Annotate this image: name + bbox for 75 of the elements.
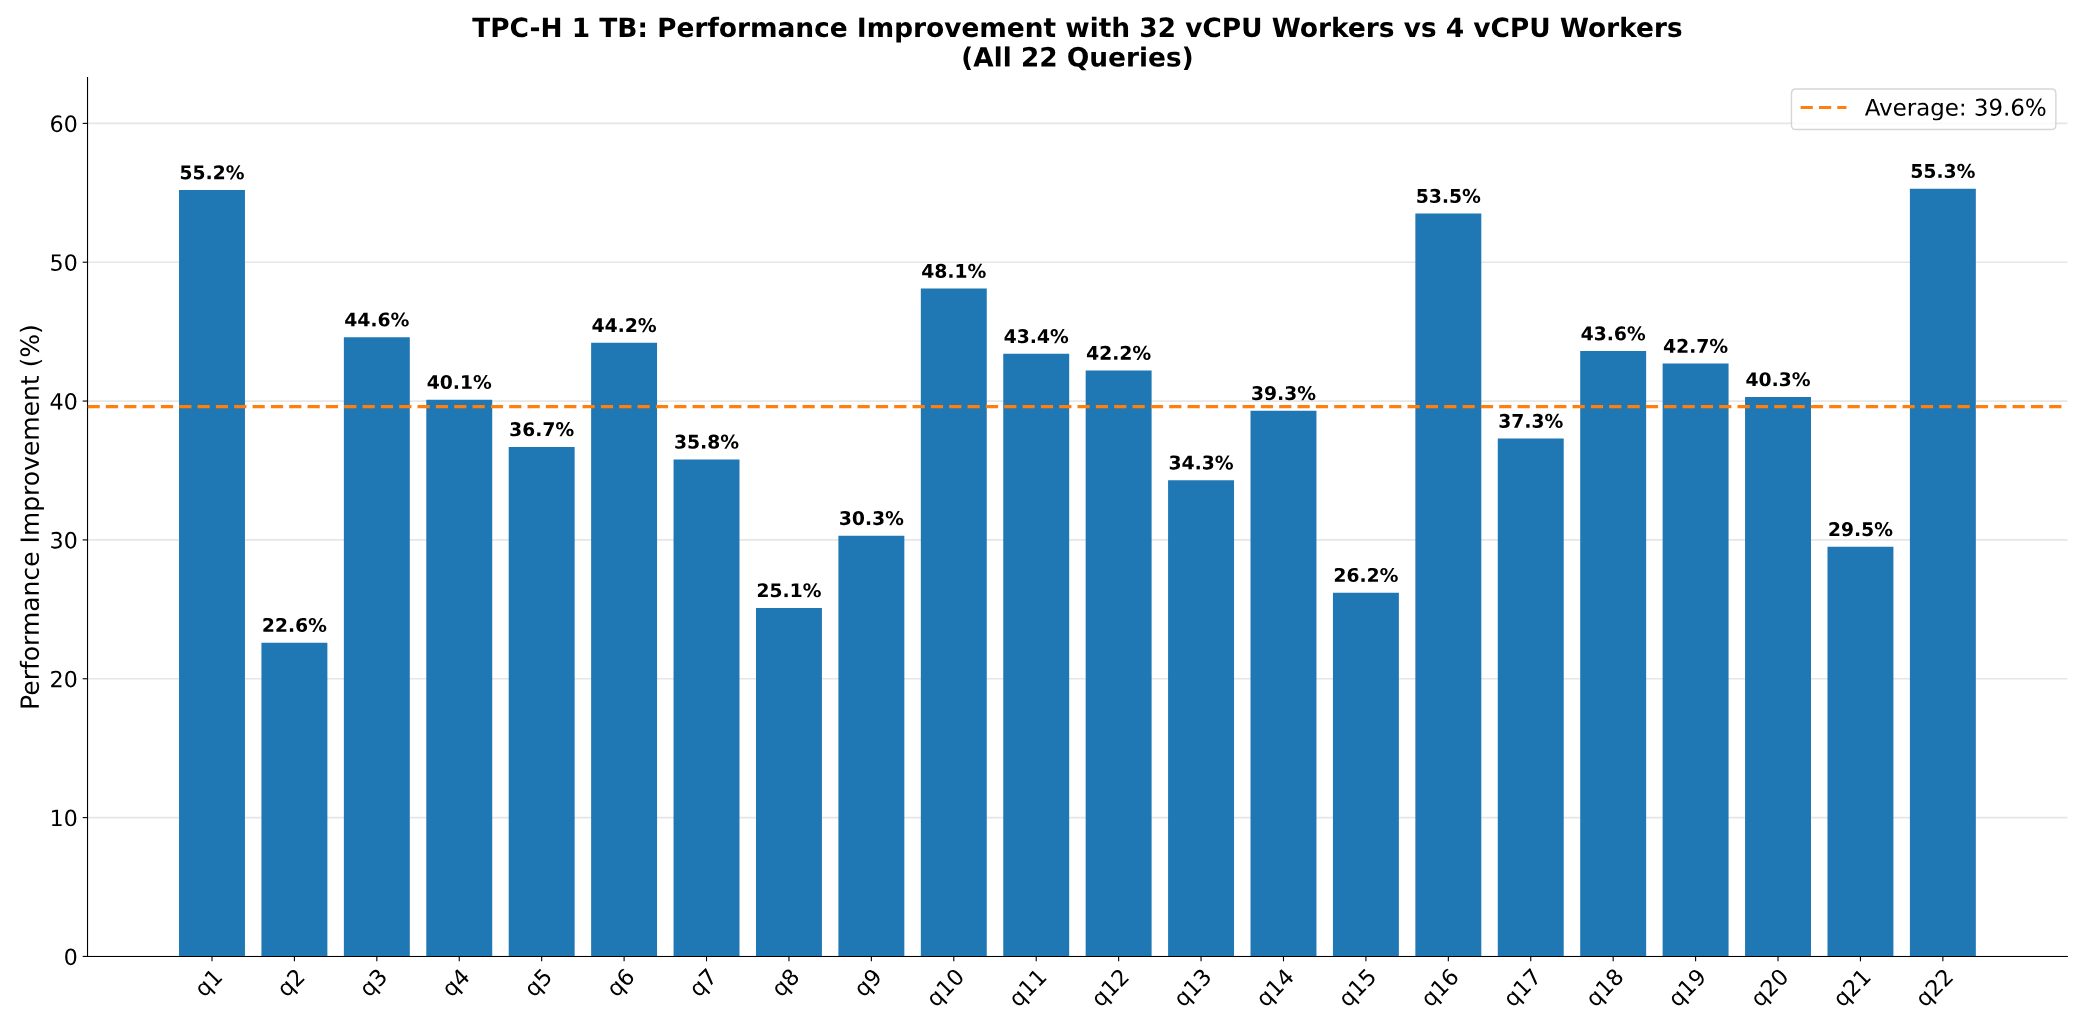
bar [1497,438,1564,957]
bar [508,446,575,957]
data-label: 43.6% [1581,326,1646,341]
x-tick-label: q6 [605,967,639,1001]
x-tick-label: q3 [358,967,391,1001]
bar [1250,410,1317,957]
data-label: 35.8% [675,434,739,449]
data-label: 37.3% [1499,413,1563,428]
bar [673,459,740,957]
x-tick-label: q15 [1337,968,1380,1011]
data-label: 36.7% [510,422,574,437]
bar [1415,213,1482,957]
data-label: 55.3% [1911,163,1975,179]
bar [343,337,410,957]
x-tick-label: q14 [1254,967,1298,1011]
bar [1085,370,1152,957]
x-tick-label: q16 [1419,967,1463,1011]
data-label: 44.2% [592,317,657,333]
x-tick-label: q22 [1914,968,1957,1011]
bar [1003,353,1070,957]
bar [920,288,987,957]
x-tick-label: q9 [852,967,886,1001]
bar [1662,363,1729,957]
y-tick-label: 30 [51,531,77,549]
x-tick-label: q1 [193,968,226,1001]
x-tick-label: q7 [687,968,721,1001]
data-label: 42.2% [1086,345,1151,360]
bar [1168,480,1235,957]
bar [1827,546,1894,957]
bar [755,607,822,957]
y-tick-label: 0 [65,948,77,966]
legend-label: Average: 39.6% [1864,98,2046,121]
y-tick-label: 60 [51,115,77,133]
x-tick-label: q19 [1666,967,1710,1011]
data-label: 48.1% [922,263,986,279]
y-tick-label: 10 [51,809,77,827]
bar [838,535,905,957]
y-tick-label: 40 [50,393,77,410]
data-label: 53.5% [1417,188,1481,204]
bar [1332,592,1399,957]
chart-title: TPC-H 1 TB: Performance Improvement with 32 vCPU Workers vs 4 vCPU Workers (All 22 Queries) [472,16,1682,71]
data-label: 29.5% [1829,522,1893,537]
data-label: 22.6% [263,617,327,633]
x-tick-label: q12 [1089,968,1133,1011]
x-tick-label: q5 [523,968,556,1001]
y-axis-title: Performance Improvement (%) [19,326,44,708]
x-tick-label: q8 [770,967,804,1001]
data-label: 25.1% [757,583,821,598]
data-label: 34.3% [1169,455,1233,470]
y-tick-label: 50 [51,254,77,271]
x-tick-label: q2 [275,968,309,1001]
x-tick-label: q13 [1172,967,1216,1011]
x-tick-label: q4 [440,967,474,1001]
x-tick-label: q11 [1007,968,1050,1011]
x-tick-label: q20 [1749,967,1793,1011]
bar [591,342,658,957]
x-tick-label: q21 [1831,967,1875,1011]
data-label: 44.6% [345,312,409,327]
x-tick-label: q10 [924,967,968,1011]
bar [1909,188,1976,957]
bar [1745,396,1811,957]
bar [426,399,493,957]
data-label: 40.3% [1746,372,1810,387]
data-label: 55.2% [180,165,244,180]
bar [179,190,245,957]
data-label: 39.3% [1252,386,1316,401]
data-label: 42.7% [1663,338,1728,353]
y-tick-label: 20 [51,670,77,688]
data-label: 30.3% [840,510,904,526]
data-label: 26.2% [1334,567,1398,583]
bar [261,642,328,957]
bar [1580,351,1647,957]
x-tick-label: q18 [1584,967,1628,1011]
data-label: 43.4% [1004,329,1069,344]
data-label: 40.1% [427,374,492,390]
